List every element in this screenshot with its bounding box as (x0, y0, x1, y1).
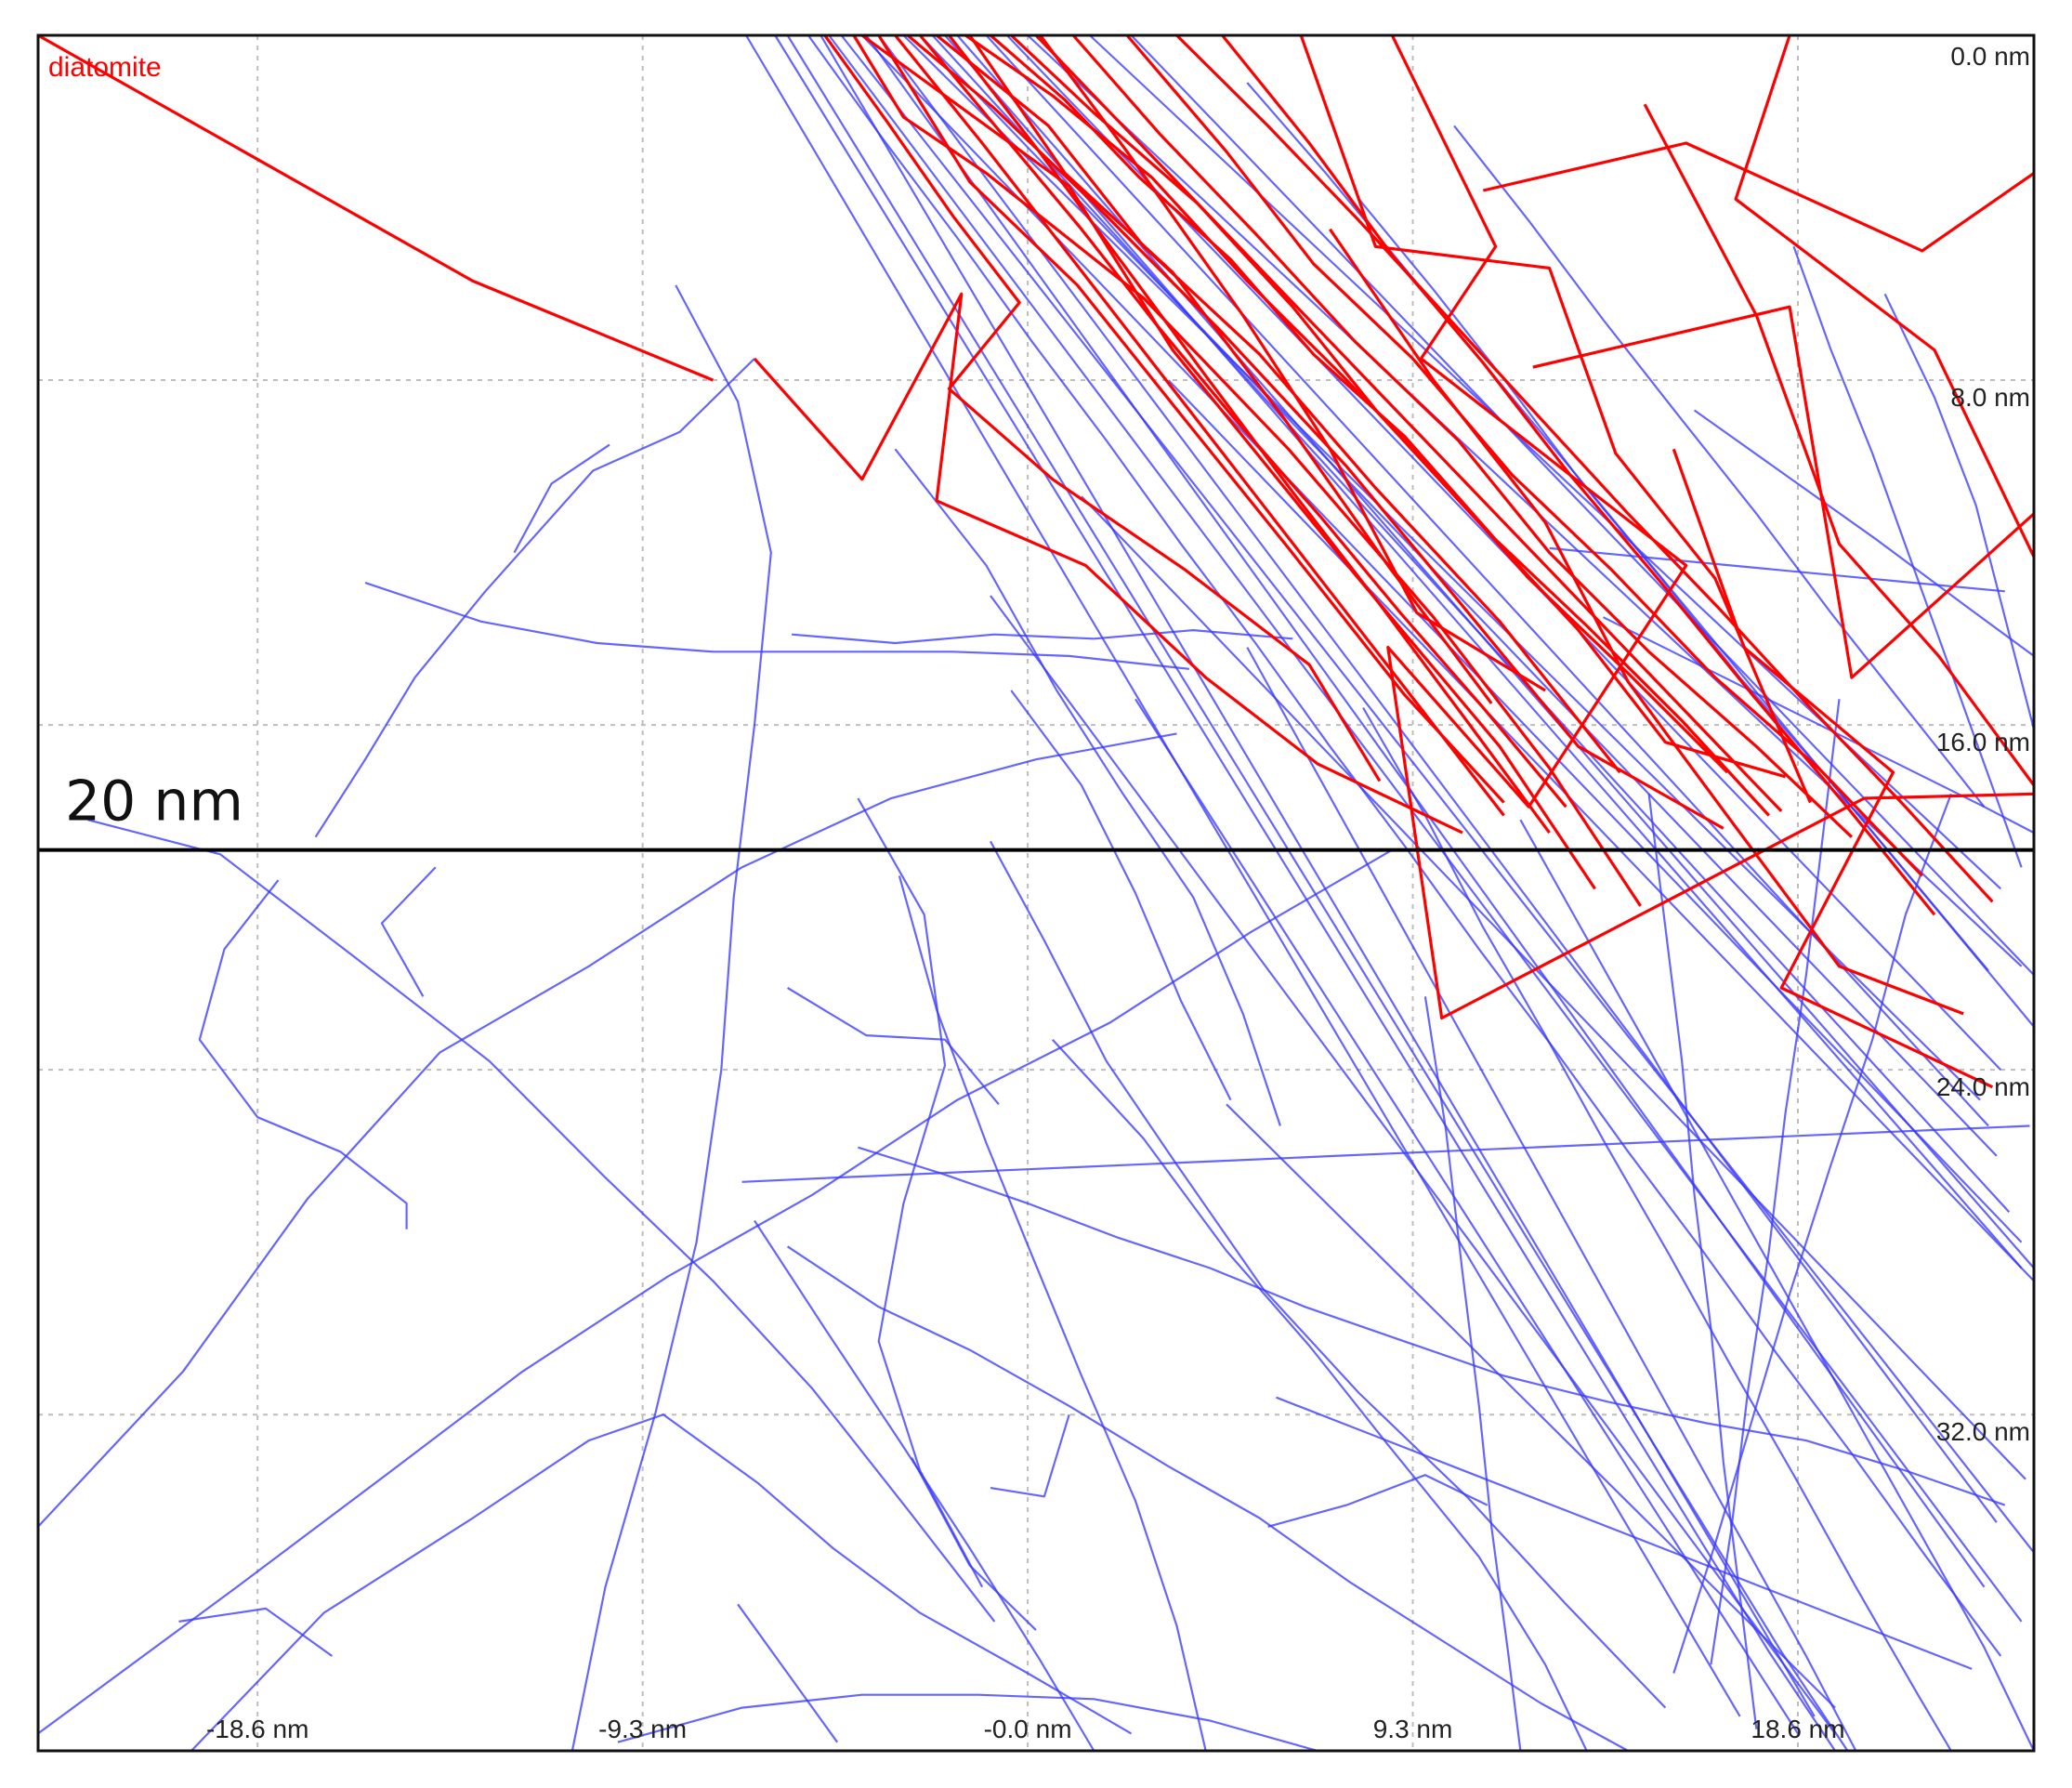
blue-track-59 (1010, 690, 1232, 1101)
x-tick-label: -0.0 nm (984, 1715, 1072, 1743)
blue-track-48 (1226, 1103, 1836, 1709)
blue-track-24 (380, 866, 437, 997)
red-track-14 (1643, 103, 2036, 786)
x-tick-label: 18.6 nm (1751, 1715, 1844, 1743)
sample-label: diatomite (48, 52, 162, 83)
x-tick-label: 9.3 nm (1373, 1715, 1453, 1743)
blue-track-52 (1693, 409, 2035, 657)
x-tick-label: -9.3 nm (598, 1715, 687, 1743)
blue-track-25 (198, 879, 408, 1229)
red-track-10 (1039, 34, 1546, 692)
blue-track-61 (1453, 125, 1986, 808)
red-track-22 (989, 33, 1770, 817)
blue-track-44 (1423, 996, 1522, 1752)
red-track-17 (1329, 228, 1964, 1016)
y-tick-label: 0.0 nm (1950, 42, 2030, 71)
red-track-20 (1071, 33, 1854, 838)
blue-track-35 (364, 582, 1190, 670)
red-track-25 (1221, 33, 1936, 916)
red-track-2 (1299, 34, 1812, 804)
red-track-24 (918, 33, 1567, 809)
blue-tracks (37, 34, 2036, 1753)
blue-track-8 (877, 34, 1998, 1523)
red-track-3 (1734, 34, 2036, 558)
red-track-21 (1125, 33, 1923, 877)
blue-track-46 (1710, 699, 1841, 1665)
blue-track-49 (1276, 1396, 1973, 1670)
blue-track-20 (570, 284, 772, 1752)
depth-label: 20 nm (65, 769, 243, 835)
blue-track-57 (990, 595, 1836, 1735)
red-track-13 (1482, 141, 2035, 253)
blue-track-32 (898, 875, 1207, 1752)
y-tick-label: 24.0 nm (1936, 1072, 2030, 1101)
red-track-26 (894, 33, 1505, 817)
red-track-16 (1672, 448, 1994, 1089)
blue-track-14 (865, 34, 1986, 1588)
red-track-0 (37, 33, 715, 382)
blue-track-47 (1672, 793, 1952, 1674)
y-tick-label: 16.0 nm (1936, 728, 2030, 756)
blue-track-50 (1603, 616, 2035, 835)
x-tick-labels: -18.6 nm -9.3 nm -0.0 nm 9.3 nm 18.6 nm (206, 1715, 1845, 1743)
blue-track-37 (858, 1146, 2006, 1506)
blue-track-58 (787, 987, 1000, 1106)
blue-track-66 (990, 1413, 1070, 1498)
blue-track-9 (919, 34, 1998, 1157)
plot-background (38, 35, 2034, 1751)
red-track-23 (1034, 33, 1783, 813)
blue-track-29 (754, 1219, 1095, 1752)
blue-track-16 (820, 34, 1816, 1717)
blue-track-18 (774, 34, 1837, 1752)
red-track-5 (852, 34, 1642, 907)
blue-track-28 (190, 1413, 1133, 1752)
y-tick-labels: 0.0 nm 8.0 nm 16.0 nm 24.0 nm 32.0 nm (1936, 42, 2030, 1446)
blue-track-10 (745, 34, 1741, 1717)
blue-track-22 (314, 358, 755, 838)
y-tick-label: 8.0 nm (1950, 383, 2030, 412)
blue-track-68 (178, 1607, 334, 1657)
red-track-1 (860, 33, 1596, 890)
blue-track-26 (37, 732, 1177, 1528)
depth-line-group: 20 nm (38, 769, 2034, 852)
red-track-15 (1532, 305, 2036, 679)
blue-track-39 (857, 797, 984, 1588)
blue-track-67 (737, 1603, 838, 1743)
blue-track-4 (840, 34, 2035, 1554)
red-track-28 (948, 34, 1551, 835)
blue-track-34 (617, 1693, 1318, 1753)
blue-track-63 (741, 1124, 2030, 1183)
blue-track-42 (1362, 707, 1952, 1752)
red-track-27 (1175, 33, 1994, 903)
blue-track-53 (1883, 293, 2036, 730)
blue-track-36 (894, 448, 1281, 1126)
red-track-6 (906, 33, 1724, 830)
blue-track-17 (1130, 34, 2035, 976)
red-track-7 (935, 33, 1621, 774)
blue-track-43 (1519, 819, 2035, 1752)
blue-track-54 (1792, 245, 2023, 868)
y-tick-label: 32.0 nm (1936, 1417, 2030, 1446)
red-tracks (37, 33, 2036, 1089)
blue-track-65 (1267, 1474, 1488, 1528)
blue-track-23 (87, 819, 996, 1623)
plot-frame (36, 33, 2036, 1753)
blue-track-33 (1051, 1038, 1588, 1752)
blue-track-45 (1647, 794, 1758, 1729)
blue-track-27 (37, 848, 1393, 1735)
blue-track-21 (513, 443, 610, 554)
blue-track-56 (1081, 495, 2026, 1480)
x-tick-label: -18.6 nm (206, 1715, 309, 1743)
blue-track-64 (792, 628, 1293, 645)
red-track-12 (753, 292, 1463, 835)
blue-track-51 (1549, 546, 2005, 593)
red-track-11 (877, 34, 1505, 804)
blue-track-41 (1246, 647, 1857, 1752)
blue-track-1 (807, 34, 2002, 1657)
blue-track-38 (786, 1245, 1629, 1752)
